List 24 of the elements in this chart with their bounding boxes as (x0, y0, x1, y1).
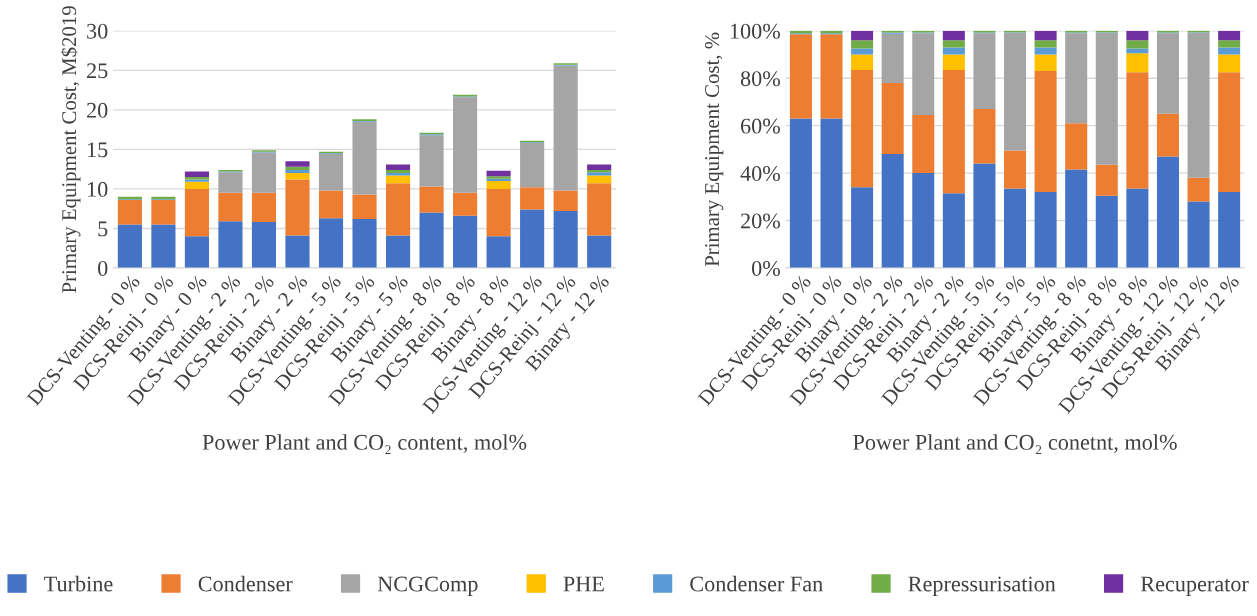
legend-label: PHE (563, 576, 604, 592)
y-axis-title: Primary Equipment Cost, % (705, 32, 724, 267)
y-tick-label: 0 (98, 260, 108, 276)
legend-label: Repressurisation (908, 576, 1056, 596)
y-tick-label: 30 (87, 23, 108, 39)
y-tick-label: 40% (740, 166, 781, 182)
y-tick-label: 60% (740, 118, 781, 134)
y-tick-label: 5 (98, 221, 108, 237)
y-tick-label: 15 (88, 142, 108, 158)
legend-label: Condenser (198, 575, 293, 592)
legend-label: NCGComp (377, 576, 478, 596)
x-axis-title: Power Plant and CO₂ conetnt, mol% (853, 434, 1177, 455)
y-tick-label: 100% (730, 23, 781, 39)
y-tick-label: 20% (741, 213, 781, 229)
legend-label: Turbine (44, 575, 113, 592)
y-axis-title: Primary Equipment Cost, M$2019 (60, 6, 81, 293)
y-tick-label: 25 (87, 63, 108, 79)
y-tick-label: 0% (751, 260, 781, 276)
y-tick-label: 10 (88, 181, 108, 197)
legend-label: Recuperator (1140, 576, 1249, 596)
y-tick-label: 80% (740, 71, 781, 87)
legend-label: Condenser Fan (690, 575, 823, 592)
x-axis-title: Power Plant and CO₂ content, mol% (202, 434, 527, 455)
y-tick-label: 20 (87, 102, 108, 118)
